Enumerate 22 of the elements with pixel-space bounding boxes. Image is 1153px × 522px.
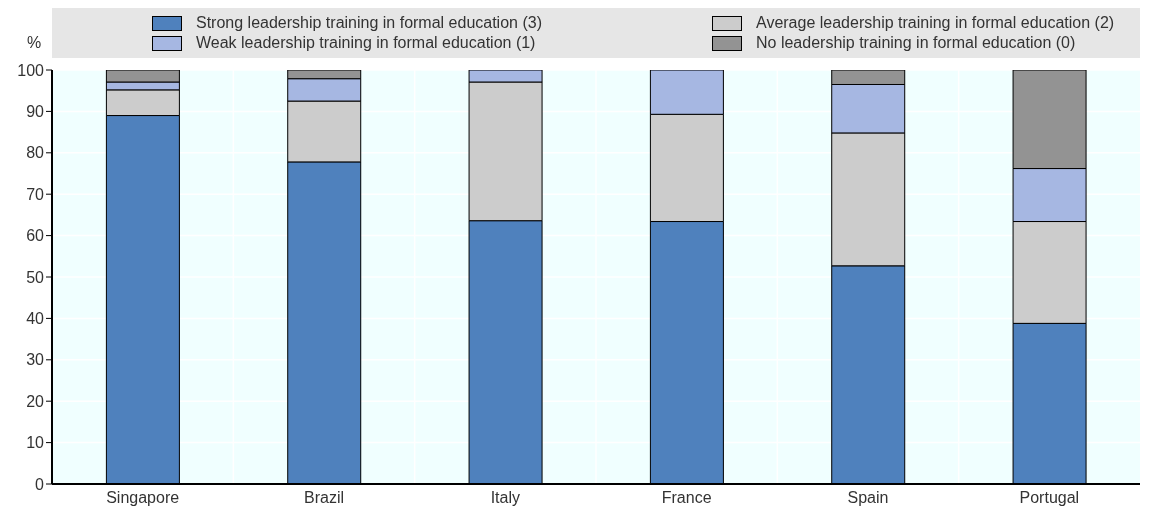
y-tick-label: 10	[26, 434, 45, 452]
x-tick-label: Spain	[847, 489, 889, 507]
legend-label: Strong leadership training in formal education (3)	[196, 14, 542, 32]
legend-label: No leadership training in formal education (0)	[756, 34, 1076, 52]
y-tick-label: 100	[17, 61, 45, 79]
y-axis-title: %	[26, 34, 42, 51]
x-tick-label: Portugal	[1019, 489, 1080, 507]
y-tick-label: 70	[26, 185, 45, 203]
y-tick-label: 90	[26, 103, 45, 121]
x-tick-label: Italy	[490, 489, 521, 507]
legend-label: Average leadership training in formal education (2)	[756, 14, 1115, 32]
x-tick-label: France	[661, 489, 712, 507]
y-tick-label: 20	[26, 392, 45, 410]
legend-label: Weak leadership training in formal education (1)	[196, 34, 536, 52]
y-tick-label: 50	[26, 268, 45, 286]
y-tick-label: 60	[26, 227, 45, 245]
y-tick-label: 80	[26, 144, 45, 162]
x-tick-label: Singapore	[106, 489, 180, 507]
y-tick-label: 40	[26, 310, 45, 328]
x-tick-label: Brazil	[303, 489, 345, 507]
y-tick-label: 30	[26, 351, 45, 369]
y-tick-label: 0	[35, 475, 45, 493]
